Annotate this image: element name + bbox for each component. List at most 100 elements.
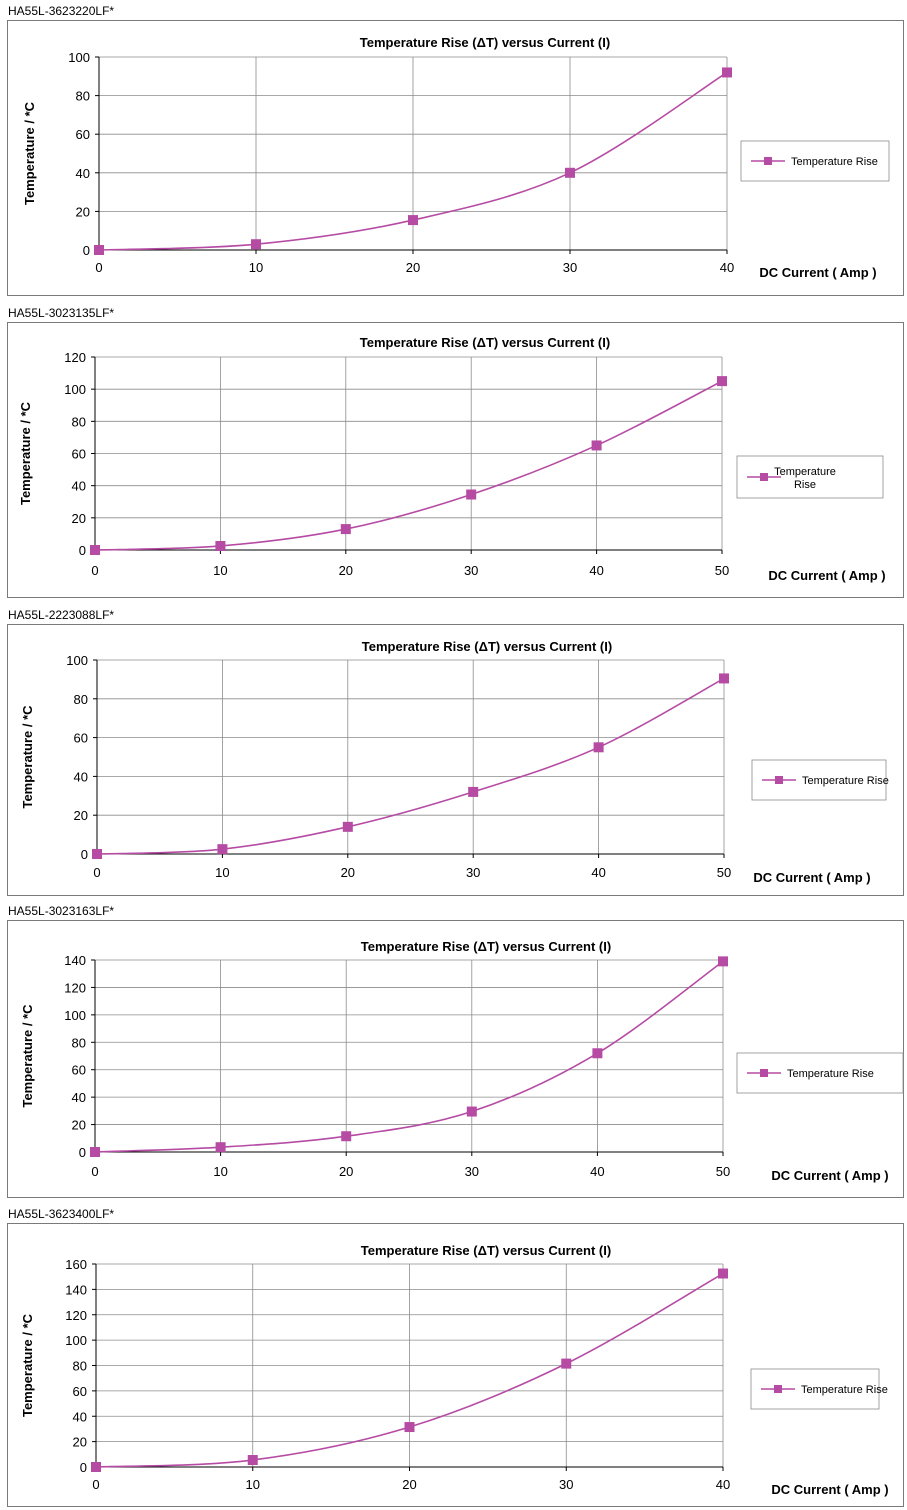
data-point-marker	[718, 956, 728, 967]
x-tick-label: 30	[465, 1164, 479, 1179]
data-point-marker	[717, 376, 727, 387]
y-tick-label: 100	[65, 1333, 87, 1348]
x-tick-label: 40	[589, 563, 603, 578]
y-tick-label: 80	[73, 1359, 87, 1374]
x-tick-label: 30	[466, 865, 480, 880]
data-point-marker	[90, 545, 100, 555]
x-tick-label: 20	[402, 1477, 416, 1492]
data-point-marker	[466, 1106, 477, 1117]
y-tick-label: 100	[64, 382, 86, 397]
data-point-marker	[565, 167, 575, 178]
chart-section-5: HA55L-3623400LF* 0 20 40 60 80 100 120 140 160 0 1…	[0, 1203, 907, 1510]
y-tick-label: 20	[72, 1118, 86, 1133]
data-point-marker	[591, 440, 602, 451]
data-point-marker	[561, 1358, 572, 1369]
y-tick-label: 60	[72, 447, 86, 462]
y-tick-label: 140	[64, 953, 86, 968]
legend-label: Temperature Rise	[802, 775, 889, 787]
y-tick-label: 40	[73, 1409, 87, 1424]
y-tick-label: 0	[80, 1460, 87, 1475]
part-number-label: HA55L-3623400LF*	[8, 1207, 115, 1221]
data-point-marker	[94, 245, 104, 255]
y-tick-label: 120	[65, 1308, 87, 1323]
data-point-marker	[217, 844, 228, 855]
y-tick-label: 80	[76, 89, 90, 104]
x-tick-label: 30	[464, 563, 478, 578]
y-tick-label: 20	[76, 204, 90, 219]
x-tick-label: 20	[339, 563, 353, 578]
y-tick-label: 60	[76, 127, 90, 142]
y-tick-label: 20	[74, 808, 88, 823]
y-tick-label: 100	[64, 1008, 86, 1023]
data-point-marker	[215, 540, 226, 551]
y-tick-label: 160	[65, 1257, 87, 1272]
data-point-marker	[342, 821, 353, 832]
data-point-marker	[404, 1422, 415, 1433]
y-tick-label: 20	[72, 511, 86, 526]
y-tick-label: 60	[72, 1063, 86, 1078]
y-tick-label: 60	[73, 1384, 87, 1399]
series-line	[94, 380, 723, 551]
y-tick-label: 40	[76, 166, 90, 181]
part-number-label: HA55L-2223088LF*	[8, 608, 115, 622]
y-axis-label: Temperature / *C	[20, 1313, 35, 1417]
y-tick-label: 120	[64, 350, 86, 365]
data-point-marker	[719, 673, 729, 684]
chart-section-3: HA55L-2223088LF* 0 20 40 60 80 100 0 10 20 30 40 50…	[0, 604, 907, 900]
data-point-marker	[91, 1462, 101, 1472]
legend-marker	[760, 1069, 768, 1077]
legend-marker	[774, 1385, 782, 1393]
x-tick-label: 30	[563, 260, 577, 275]
data-point-marker	[408, 215, 418, 226]
x-axis-label: DC Current ( Amp )	[759, 265, 876, 280]
series-line	[96, 677, 725, 855]
chart-title: Temperature Rise (ΔT) versus Current (I)	[360, 35, 610, 50]
y-axis-label: Temperature / *C	[20, 705, 35, 809]
chart-5: 0 20 40 60 80 100 120 140 160 0 10 20 30 40 Temperatur…	[20, 1243, 889, 1497]
y-tick-label: 40	[72, 1090, 86, 1105]
x-tick-label: 40	[720, 260, 734, 275]
x-tick-label: 50	[717, 865, 731, 880]
legend-marker	[764, 157, 772, 165]
legend-label: Temperature Rise	[801, 1384, 888, 1396]
x-tick-label: 0	[91, 1164, 98, 1179]
x-tick-label: 0	[91, 563, 98, 578]
y-tick-label: 100	[68, 50, 90, 65]
x-tick-label: 10	[213, 563, 227, 578]
x-tick-label: 10	[246, 1477, 260, 1492]
x-axis-label: DC Current ( Amp )	[768, 568, 885, 583]
data-point-marker	[90, 1147, 100, 1157]
x-tick-label: 10	[215, 865, 229, 880]
chart-title: Temperature Rise (ΔT) versus Current (I)	[362, 639, 612, 654]
legend-marker	[775, 776, 783, 784]
legend-label: Temperature Rise	[787, 1068, 874, 1080]
chart-section-2: HA55L-3023135LF* 0 20 40 60 80 100 120 0 10 20 30 4…	[0, 302, 907, 602]
y-tick-label: 0	[79, 1145, 86, 1160]
data-point-marker	[247, 1455, 258, 1466]
x-tick-label: 0	[92, 1477, 99, 1492]
chart-1: 0 20 40 60 80 100 0 10 20 30 40 Temperature Rise (Δ…	[22, 35, 890, 280]
legend-marker	[760, 473, 768, 481]
data-point-marker	[341, 1131, 352, 1142]
y-tick-label: 140	[65, 1282, 87, 1297]
data-point-marker	[92, 849, 102, 859]
part-number-label: HA55L-3623220LF*	[8, 4, 115, 18]
data-point-marker	[340, 524, 351, 535]
x-axis-label: DC Current ( Amp )	[771, 1482, 888, 1497]
y-tick-label: 120	[64, 980, 86, 995]
y-axis-label: Temperature / *C	[18, 401, 33, 505]
y-tick-label: 80	[72, 414, 86, 429]
x-tick-label: 30	[559, 1477, 573, 1492]
x-axis-label: DC Current ( Amp )	[753, 870, 870, 885]
y-tick-label: 40	[74, 769, 88, 784]
legend-label: Temperature Rise	[791, 156, 878, 168]
data-point-marker	[593, 742, 604, 753]
y-tick-label: 0	[79, 543, 86, 558]
series-line	[94, 960, 724, 1153]
chart-frame	[7, 1223, 904, 1507]
part-number-label: HA55L-3023163LF*	[8, 904, 115, 918]
x-tick-label: 20	[406, 260, 420, 275]
x-tick-label: 0	[95, 260, 102, 275]
data-point-marker	[722, 67, 732, 78]
y-tick-label: 40	[72, 479, 86, 494]
